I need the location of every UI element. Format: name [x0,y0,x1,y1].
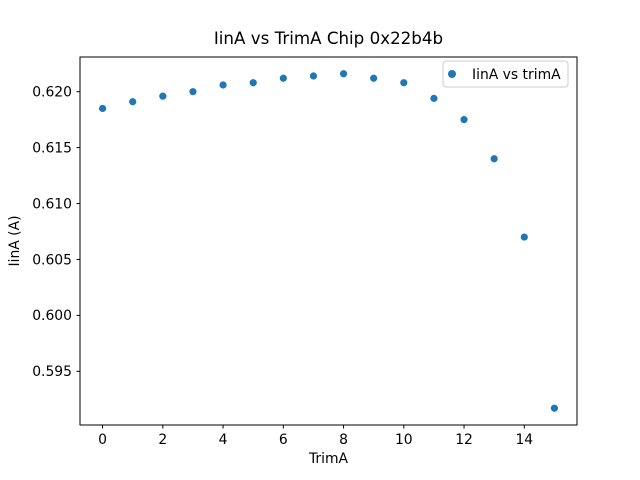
legend: IinA vs trimA [442,60,569,88]
data-point [129,98,137,106]
legend-label: IinA vs trimA [472,67,561,83]
y-tick-label: 0.605 [32,252,72,268]
data-point [279,74,287,82]
y-axis-label: IinA (A) [7,215,23,266]
x-tick-label: 4 [219,432,228,448]
data-point [249,79,257,87]
chart-title: IinA vs TrimA Chip 0x22b4b [214,28,443,48]
y-tick-label: 0.615 [32,140,72,156]
plot-frame [79,56,578,426]
plot-area: 0 2 4 6 8 10 12 14 0.595 0.600 0.605 0.610 0.615 0.62… [32,56,578,448]
data-point [309,72,318,80]
data-point [98,104,107,113]
x-tick-label: 6 [279,432,288,448]
data-point [370,74,378,82]
data-point [219,81,227,89]
x-tick-label: 12 [455,432,473,448]
x-tick-label: 2 [158,432,167,448]
data-point [339,70,348,78]
data-point [550,404,559,412]
data-point [189,88,197,96]
x-tick-label: 8 [339,432,348,448]
x-tick-label: 14 [515,432,533,448]
legend-box [442,60,569,88]
x-axis-label: TrimA [308,451,349,467]
data-point [460,116,468,124]
legend-marker-dot [448,70,456,78]
y-tick-label: 0.600 [32,308,72,324]
data-point [400,79,408,87]
y-tick-label: 0.610 [32,196,72,212]
data-point [520,233,528,241]
data-point [430,94,438,102]
data-point [490,155,498,163]
data-point [159,92,167,100]
y-tick-label: 0.620 [32,84,72,100]
y-tick-label: 0.595 [32,364,72,380]
x-tick-label: 0 [98,432,107,448]
x-tick-label: 10 [395,432,413,448]
